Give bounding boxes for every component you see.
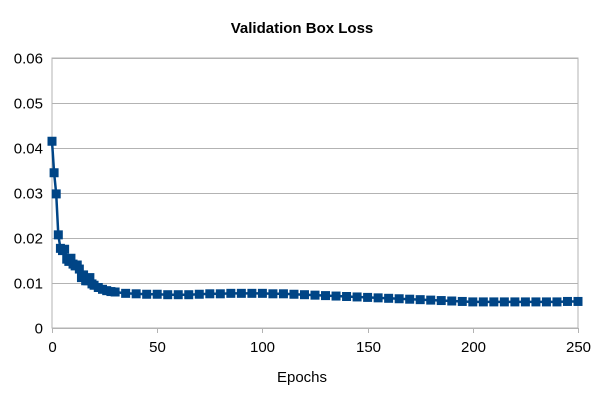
data-point (194, 289, 204, 299)
y-axis: 0 0.01 0.02 0.03 0.04 0.05 0.06 (14, 51, 43, 338)
y-tick-label: 0.03 (14, 186, 43, 203)
data-point (66, 253, 76, 263)
data-point (331, 291, 341, 301)
data-point (184, 290, 194, 300)
data-point (49, 168, 59, 178)
data-point (247, 288, 257, 298)
data-point (268, 289, 278, 299)
data-point (278, 289, 288, 299)
data-point (152, 289, 162, 299)
y-tick-label: 0 (35, 321, 43, 338)
data-point (457, 296, 467, 306)
data-point (384, 293, 394, 303)
data-point (342, 292, 352, 301)
data-point (110, 287, 120, 297)
series-layer (47, 136, 583, 307)
data-point (121, 288, 131, 298)
x-tick-label: 150 (356, 339, 381, 356)
data-point (552, 297, 562, 307)
data-point (363, 292, 373, 302)
data-point (236, 288, 246, 298)
data-point (352, 292, 362, 302)
data-point (373, 293, 383, 303)
data-point (447, 296, 457, 306)
series-line (50, 141, 578, 304)
data-point (131, 289, 141, 299)
data-point (499, 297, 509, 307)
data-point (426, 295, 436, 305)
data-point (74, 264, 84, 274)
data-point (562, 296, 572, 306)
data-point (489, 297, 499, 307)
data-point (415, 295, 425, 305)
data-point (299, 290, 309, 300)
data-point (321, 291, 331, 301)
data-point (310, 290, 320, 300)
data-point (289, 289, 299, 299)
data-point (163, 290, 173, 300)
y-tick-label: 0.05 (14, 96, 43, 113)
x-tick-label: 50 (149, 339, 166, 356)
x-tick-label: 250 (566, 339, 591, 356)
data-point (394, 294, 404, 304)
x-tick-label: 100 (250, 339, 275, 356)
data-point (531, 297, 541, 307)
y-tick-label: 0.01 (14, 276, 43, 293)
data-point (541, 297, 551, 307)
data-point (142, 289, 152, 299)
data-point (47, 136, 57, 146)
data-point (53, 230, 63, 240)
x-tick-label: 0 (48, 339, 56, 356)
data-point (51, 189, 61, 199)
data-point (510, 297, 520, 307)
data-point (468, 297, 478, 307)
x-axis: 0 50 100 150 200 250 (48, 328, 591, 356)
data-point (85, 273, 95, 283)
data-point (79, 270, 89, 280)
y-tick-label: 0.06 (14, 51, 43, 68)
data-point (205, 289, 215, 299)
chart-title: Validation Box Loss (231, 20, 374, 37)
data-point (436, 296, 446, 306)
grid (52, 58, 578, 329)
data-point (173, 290, 183, 300)
data-point (215, 289, 225, 299)
data-point (520, 297, 530, 307)
data-point (257, 288, 267, 298)
y-tick-label: 0.02 (14, 231, 43, 248)
data-point (60, 244, 70, 254)
x-axis-title: Epochs (277, 369, 327, 386)
data-point (226, 288, 236, 298)
x-tick-label: 200 (461, 339, 486, 356)
data-point (405, 294, 415, 304)
data-point (573, 296, 583, 306)
y-tick-label: 0.04 (14, 141, 43, 158)
data-point (478, 297, 488, 307)
